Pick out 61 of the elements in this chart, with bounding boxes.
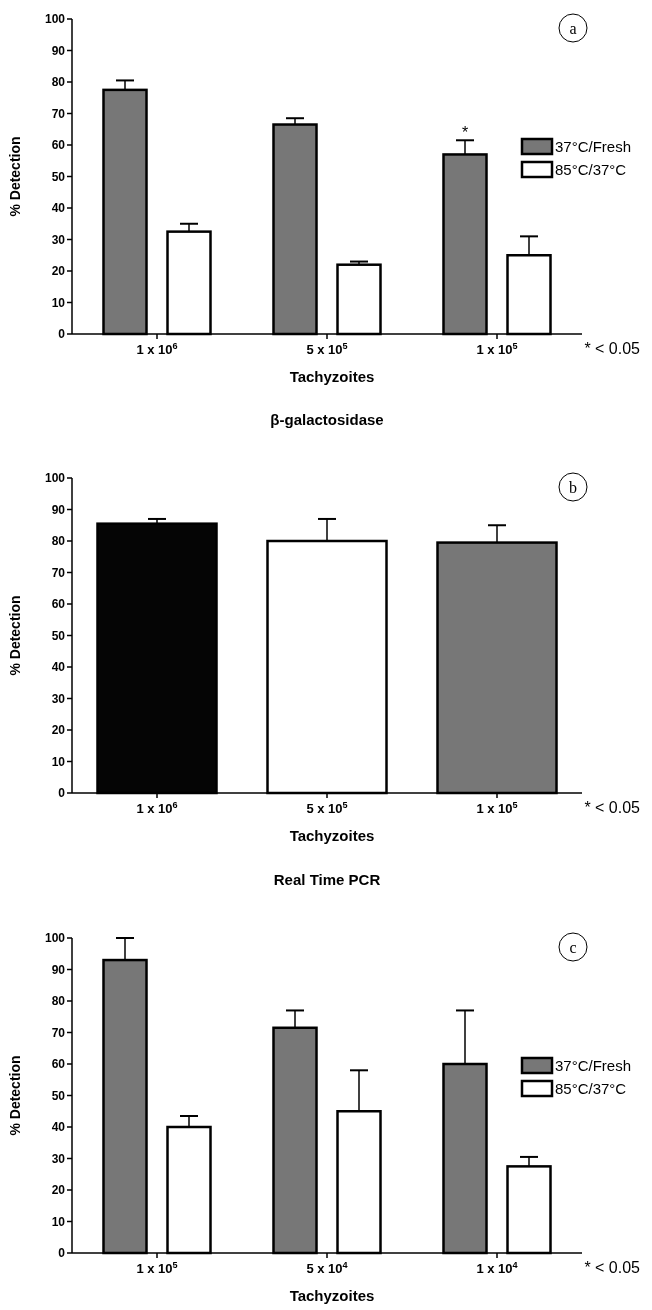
- x-axis-title: Tachyzoites: [289, 1287, 375, 1304]
- y-axis-title: % Detection: [7, 595, 23, 676]
- legend-label: 85°C/37°C: [555, 1080, 627, 1098]
- y-tick-label: 90: [51, 43, 66, 58]
- y-axis-title: % Detection: [7, 1055, 23, 1136]
- y-tick-label: 10: [51, 1214, 66, 1229]
- x-tick-label: 5 x 10$^{4}$: [306, 1260, 349, 1276]
- x-tick-label: 5 x 10$^{5}$: [306, 341, 348, 357]
- y-tick-label: 20: [51, 723, 66, 738]
- chart-title: Real Time PCR: [273, 871, 381, 888]
- y-tick-label: 70: [51, 565, 66, 580]
- y-tick-label: 60: [51, 597, 66, 612]
- x-tick-label: 1 x 10$^{5}$: [476, 800, 518, 816]
- legend-label: 85°C/37°C: [555, 161, 627, 179]
- x-axis-title: Tachyzoites: [289, 827, 375, 844]
- y-axis-title: % Detection: [7, 136, 23, 217]
- y-tick-label: 90: [51, 962, 66, 977]
- y-tick-label: 40: [51, 201, 66, 216]
- x-tick-label: 1 x 10$^{5}$: [136, 1260, 178, 1276]
- y-tick-label: 30: [51, 691, 66, 706]
- y-tick-label: 20: [51, 264, 66, 279]
- y-tick-label: 0: [58, 786, 66, 801]
- y-tick-label: 50: [51, 169, 66, 184]
- chart-title: β-galactosidase: [270, 411, 384, 428]
- y-tick-label: 70: [51, 1025, 66, 1040]
- y-tick-label: 70: [51, 106, 66, 121]
- y-tick-label: 100: [44, 931, 66, 946]
- annotation: a: [569, 19, 577, 37]
- x-tick-label: 1 x 10$^{6}$: [136, 341, 178, 357]
- y-tick-label: 100: [44, 471, 66, 486]
- y-tick-label: 20: [51, 1183, 66, 1198]
- annotation: c: [569, 938, 577, 956]
- annotation: *: [461, 124, 469, 142]
- y-tick-label: 100: [44, 12, 66, 27]
- text: * < 0.05: [584, 340, 641, 357]
- y-tick-label: 90: [51, 502, 66, 517]
- legend-label: 37°C/Fresh: [555, 1057, 632, 1075]
- y-tick-label: 60: [51, 1057, 66, 1072]
- y-tick-label: 30: [51, 1151, 66, 1166]
- text: * < 0.05: [584, 1259, 641, 1276]
- y-tick-label: 80: [51, 994, 66, 1009]
- y-tick-label: 50: [51, 628, 66, 643]
- y-tick-label: 50: [51, 1088, 66, 1103]
- y-tick-label: 80: [51, 75, 66, 90]
- legend-label: 37°C/Fresh: [555, 138, 632, 156]
- annotation: b: [569, 478, 577, 496]
- y-tick-label: 40: [51, 660, 66, 675]
- y-tick-label: 0: [58, 327, 66, 342]
- text: * < 0.05: [584, 799, 641, 816]
- x-axis-title: Tachyzoites: [289, 368, 375, 385]
- y-tick-label: 0: [58, 1246, 66, 1261]
- y-tick-label: 80: [51, 534, 66, 549]
- x-tick-label: 1 x 10$^{5}$: [476, 341, 518, 357]
- y-tick-label: 60: [51, 138, 66, 153]
- x-tick-label: 1 x 10$^{6}$: [136, 800, 178, 816]
- y-tick-label: 30: [51, 232, 66, 247]
- y-tick-label: 10: [51, 295, 66, 310]
- y-tick-label: 10: [51, 754, 66, 769]
- y-tick-label: 40: [51, 1120, 66, 1135]
- x-tick-label: 5 x 10$^{5}$: [306, 800, 348, 816]
- x-tick-label: 1 x 10$^{4}$: [476, 1260, 519, 1276]
